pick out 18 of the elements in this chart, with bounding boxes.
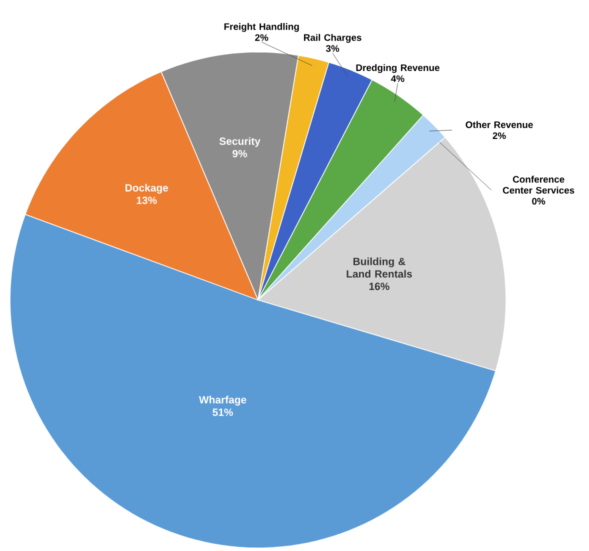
slice-label: Wharfage [198, 396, 246, 406]
slice-label: Other Revenue [466, 121, 533, 128]
data-label: 16% [369, 282, 390, 290]
category-label: Conference Center Services [502, 176, 574, 194]
data-label: 13% [136, 196, 157, 204]
slice-label: Dredging Revenue [356, 64, 440, 73]
slice-label: Security [219, 137, 260, 147]
data-label: 4% [391, 75, 404, 82]
slice-label: Building & Land Rentals [346, 257, 412, 278]
data-label: 9% [232, 150, 248, 158]
slice-label: Freight Handling [224, 23, 299, 32]
data-label: 2% [255, 34, 268, 41]
data-label: 3% [326, 45, 340, 52]
data-label: 2% [492, 132, 506, 140]
data-label: 51% [212, 408, 233, 416]
slice-label: Dockage [126, 184, 168, 194]
slice-label: Rail Charges [304, 34, 362, 43]
text: 0% [532, 198, 546, 205]
